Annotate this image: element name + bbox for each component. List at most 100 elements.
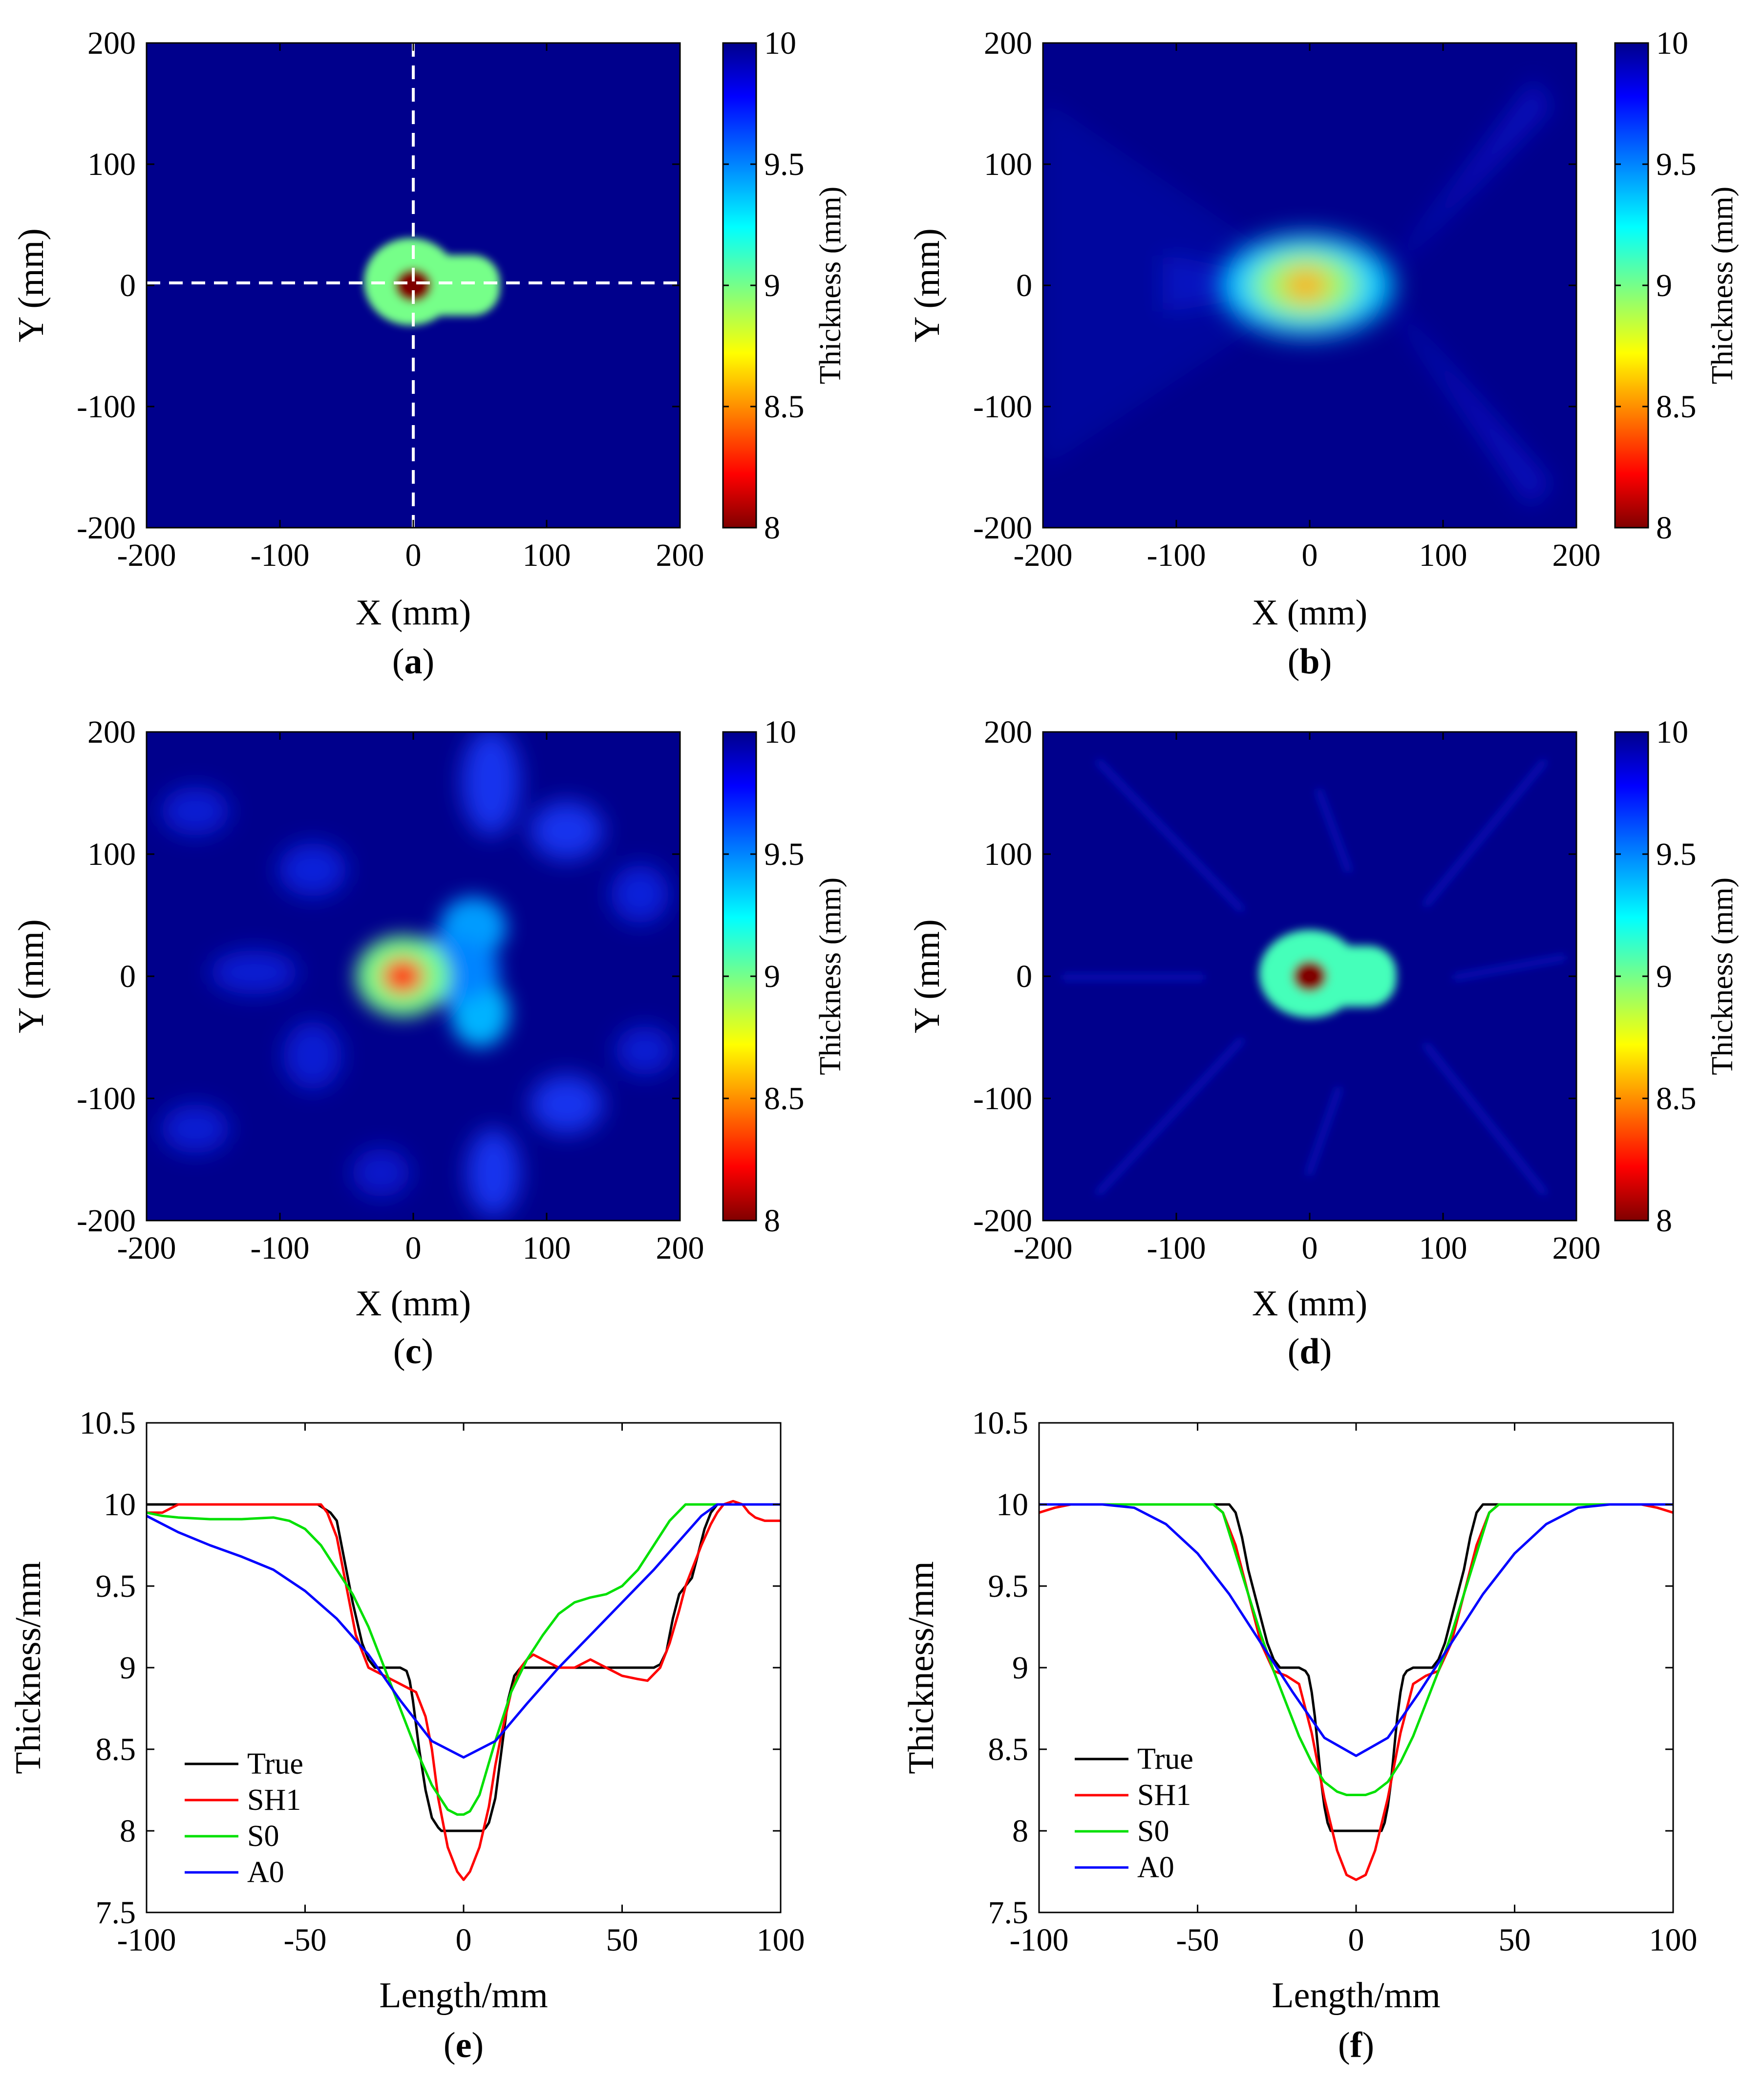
panel-c-artifact-blob — [462, 732, 520, 836]
panel-a-ytick-label: 200 — [87, 25, 136, 61]
panel-b-colorbar-label: Thickness (mm) — [1706, 187, 1739, 385]
panel-b-xtick-label: 200 — [1552, 537, 1601, 573]
panel-f-ytick-label: 8 — [1012, 1813, 1028, 1849]
panel-c-colorbar-tick-label: 9.5 — [764, 837, 805, 872]
panel-c-colorbar-tick-label: 8 — [764, 1203, 780, 1239]
panel-c-colorbar-tick-label: 10 — [764, 714, 796, 750]
panel-d-artifact-streak — [1306, 1086, 1342, 1176]
panel-d-xtick-label: 200 — [1552, 1230, 1601, 1266]
panel-c-artifact-blob — [161, 1104, 230, 1153]
panel-d-ytick-label: -100 — [973, 1081, 1032, 1116]
panel-a-ylabel: Y (mm) — [11, 228, 51, 343]
panel-f-series-true — [1039, 1503, 1673, 1832]
panel-e-ylabel: Thickness/mm — [8, 1561, 48, 1774]
panel-c-ytick-label: -200 — [77, 1203, 136, 1239]
panel-c-artifact-blob — [616, 1026, 674, 1075]
panel-f-background — [1039, 1423, 1673, 1912]
panel-d-ytick-label: 200 — [984, 714, 1032, 750]
panel-f-legend-label: S0 — [1137, 1815, 1169, 1848]
panel-c-artifact-blob — [530, 1075, 603, 1134]
panel-a-colorbar-tick-label: 9.5 — [764, 147, 805, 182]
panel-c-ylabel: Y (mm) — [11, 919, 51, 1033]
panel-c-ytick-label: -100 — [77, 1081, 136, 1116]
panel-e-xtick-label: -100 — [117, 1922, 176, 1958]
panel-d-thickness-region — [1292, 960, 1327, 992]
panel-d-artifact-streak — [1423, 1042, 1547, 1196]
panel-e-caption: (e) — [444, 2025, 484, 2065]
panel-b-xtick-label: -200 — [1014, 537, 1073, 573]
panel-e-xtick-label: 0 — [456, 1922, 472, 1958]
panel-e-series-a0 — [147, 1503, 781, 1759]
panel-a-caption: (a) — [392, 642, 434, 682]
panel-d-colorbar-tick-label: 8 — [1656, 1203, 1672, 1239]
panel-d-colorbar-label: Thickness (mm) — [1706, 878, 1739, 1075]
panel-b-ytick-label: 200 — [984, 25, 1032, 61]
panel-e: -100 -50 0 50 100 7.5 8 8.5 9 9.5 10 10.5 TrueSH1S0… — [8, 1405, 805, 2065]
panel-e-xtick-label: 100 — [757, 1922, 805, 1958]
panel-e-ytick-label: 7.5 — [96, 1895, 136, 1931]
panel-c-ytick-label: 0 — [120, 959, 136, 994]
panel-b-letter: b — [1299, 642, 1319, 682]
panel-b-streaks — [1043, 78, 1553, 508]
panel-f-xtick-label: -100 — [1010, 1922, 1069, 1958]
panel-b-colorbar: Thickness (mm) 8 8.5 9 9.5 10 — [1614, 25, 1739, 546]
panel-f-ytick-label: 10 — [996, 1487, 1028, 1523]
panel-f-xtick-label: 100 — [1649, 1922, 1698, 1958]
panel-c-xtick-label: 200 — [656, 1230, 704, 1266]
panel-d-ylabel: Y (mm) — [907, 919, 947, 1033]
panel-f-series-a0 — [1039, 1503, 1673, 1757]
panel-b-colorbar-tick-label: 8 — [1656, 510, 1672, 546]
panel-f-xlabel: Length/mm — [1272, 1975, 1440, 2016]
panel-f-lines — [1039, 1503, 1673, 1881]
panel-c-ytick-label: 200 — [87, 714, 136, 750]
panel-a-colorbar-tick-label: 10 — [764, 25, 796, 61]
panel-e-ytick-label: 9 — [120, 1650, 136, 1686]
panel-d-artifact-streak — [1452, 954, 1567, 981]
panel-c-artifact-blob — [352, 1148, 410, 1197]
panel-b-colorbar-tick-label: 8.5 — [1656, 389, 1697, 425]
panel-b-colorbar-tick-label: 10 — [1656, 25, 1688, 61]
panel-f-xtick-label: 0 — [1348, 1922, 1364, 1958]
panel-a-ytick-label: 0 — [120, 268, 136, 303]
panel-d-colorbar-tick-label: 10 — [1656, 714, 1688, 750]
panel-b-ytick-label: 100 — [984, 147, 1032, 182]
panel-c-xtick-label: -200 — [117, 1230, 176, 1266]
panel-d-artifact-streak — [1316, 788, 1352, 873]
panel-a-ytick-label: -100 — [77, 389, 136, 425]
panel-c-caption: (c) — [393, 1331, 433, 1372]
panel-e-xlabel: Length/mm — [379, 1975, 548, 2016]
panel-c-artifact-blob — [611, 865, 669, 923]
panel-a-colorbar-label: Thickness (mm) — [814, 187, 847, 385]
panel-b-colorbar-tick-label: 9.5 — [1656, 147, 1697, 182]
panel-c-letter: c — [405, 1331, 422, 1372]
panel-f: -100 -50 0 50 100 7.5 8 8.5 9 9.5 10 10.5 TrueSH1S0… — [901, 1405, 1698, 2065]
panel-c-colorbar-label: Thickness (mm) — [814, 878, 847, 1075]
panel-d-xtick-label: 100 — [1419, 1230, 1467, 1266]
panel-a-xtick-label: 100 — [523, 537, 571, 573]
panel-c-artifact-blob — [467, 1129, 520, 1217]
panel-a-ytick-label: 100 — [87, 147, 136, 182]
panel-a-colorbar-tick-label: 9 — [764, 268, 780, 303]
panel-c: -200 -100 0 100 200 -200 -100 0 100 200 X (mm) Y … — [11, 714, 847, 1372]
panel-d-ytick-label: 0 — [1016, 959, 1032, 994]
panel-c-artifact-blob — [283, 1021, 342, 1090]
panel-d-features — [1259, 930, 1397, 1018]
panel-e-legend-label: S0 — [247, 1820, 279, 1853]
panel-f-ytick-label: 8.5 — [988, 1732, 1029, 1767]
panel-b-xtick-label: 100 — [1419, 537, 1467, 573]
panel-d-caption: (d) — [1288, 1331, 1332, 1372]
panel-f-xtick-label: 50 — [1499, 1922, 1531, 1958]
panel-e-ytick-label: 8 — [120, 1813, 136, 1849]
panel-c-artifact-blob — [530, 801, 603, 860]
panel-f-legend-label: SH1 — [1137, 1779, 1191, 1812]
panel-a-colorbar: Thickness (mm) 8 8.5 9 9.5 10 — [722, 25, 847, 546]
panel-b-ytick-label: 0 — [1016, 268, 1032, 303]
panel-e-lines — [147, 1500, 781, 1881]
panel-a-ytick-label: -200 — [77, 510, 136, 546]
panel-e-legend-label: SH1 — [247, 1783, 301, 1817]
panel-b-streak — [1378, 286, 1553, 508]
panel-b-colorbar-tick-label: 9 — [1656, 268, 1672, 303]
panel-e-ytick-label: 8.5 — [96, 1732, 136, 1767]
panel-c-xtick-label: 0 — [405, 1230, 422, 1266]
